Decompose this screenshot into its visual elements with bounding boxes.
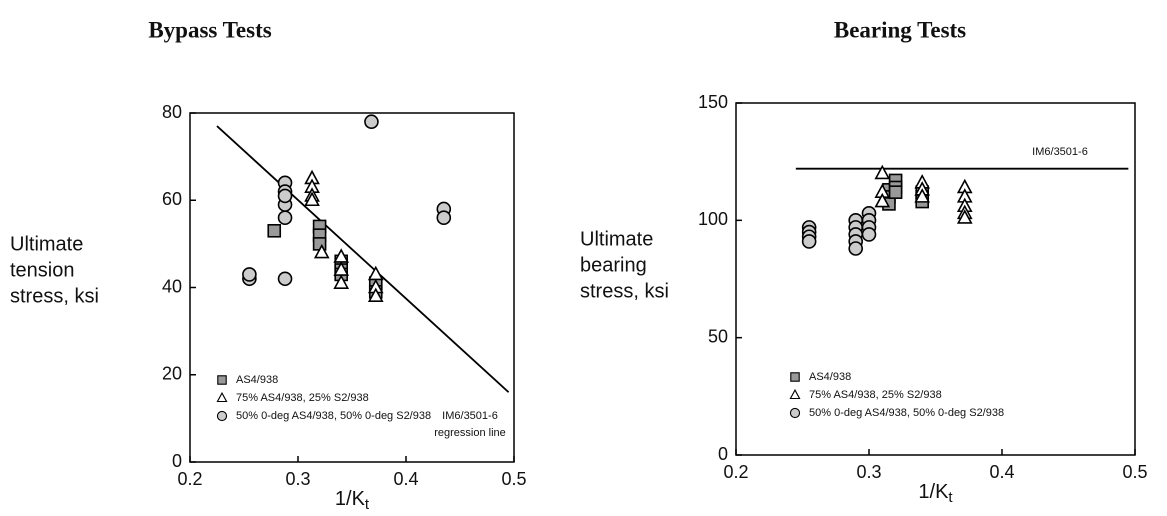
circle-marker bbox=[861, 227, 877, 242]
x-tick-label: 0.4 bbox=[393, 469, 418, 489]
legend-label: AS4/938 bbox=[236, 374, 278, 386]
x-axis-label-sub: t bbox=[948, 489, 953, 506]
square-marker bbox=[888, 185, 903, 199]
y-tick-label: 80 bbox=[162, 102, 182, 122]
y-axis-label: Ultimate bbox=[580, 228, 653, 250]
square-marker bbox=[790, 372, 800, 382]
circle-marker bbox=[364, 114, 379, 130]
annotation: IM6/3501-6 bbox=[442, 410, 498, 422]
legend-label: AS4/938 bbox=[809, 371, 851, 383]
triangle-marker bbox=[313, 243, 330, 259]
circle-marker bbox=[801, 234, 817, 249]
y-axis-label: stress, ksi bbox=[580, 280, 669, 302]
triangle-marker bbox=[367, 265, 384, 281]
legend-label: 75% AS4/938, 25% S2/938 bbox=[809, 389, 942, 401]
x-tick-label: 0.3 bbox=[856, 462, 881, 482]
plot-frame bbox=[735, 102, 1136, 456]
chart-title: Bearing Tests bbox=[834, 17, 966, 42]
legend-entry: 75% AS4/938, 25% S2/938 bbox=[789, 388, 942, 401]
legend-entry: AS4/938 bbox=[790, 371, 851, 383]
circle-marker bbox=[436, 210, 452, 225]
x-axis-label-main: 1/K bbox=[918, 481, 949, 503]
y-tick-label: 60 bbox=[162, 189, 182, 209]
y-tick-label: 40 bbox=[162, 276, 182, 296]
y-tick-label: 150 bbox=[698, 92, 728, 112]
y-tick-label: 0 bbox=[172, 451, 182, 471]
triangle-marker bbox=[216, 391, 228, 403]
x-axis-label: 1/Kt bbox=[918, 481, 953, 506]
x-tick-label: 0.3 bbox=[285, 469, 310, 489]
circle-marker bbox=[848, 241, 864, 256]
circle-marker bbox=[277, 271, 293, 287]
circle-marker bbox=[789, 407, 801, 419]
triangle-marker bbox=[304, 191, 320, 207]
triangle-marker bbox=[874, 192, 891, 208]
legend-entry: 75% AS4/938, 25% S2/938 bbox=[216, 391, 369, 404]
annotation: regression line bbox=[434, 427, 506, 439]
x-tick-label: 0.2 bbox=[177, 469, 202, 489]
x-tick-label: 0.4 bbox=[989, 462, 1014, 482]
y-axis-label: bearing bbox=[580, 254, 647, 276]
x-tick-label: 0.5 bbox=[1122, 462, 1147, 482]
annotation: IM6/3501-6 bbox=[1032, 146, 1088, 158]
square-marker bbox=[217, 375, 227, 385]
y-tick-label: 20 bbox=[162, 364, 182, 384]
triangle-marker bbox=[914, 188, 931, 203]
square-marker bbox=[267, 223, 282, 238]
circle-marker bbox=[242, 267, 257, 282]
y-axis-label: tension bbox=[10, 259, 75, 281]
x-axis-label-main: 1/K bbox=[335, 488, 366, 510]
legend-entry: AS4/938 bbox=[217, 374, 278, 386]
x-axis-label-sub: t bbox=[365, 496, 370, 513]
triangle-marker bbox=[874, 164, 891, 180]
y-axis-label: Ultimate bbox=[10, 233, 83, 255]
triangle-marker bbox=[956, 209, 973, 224]
x-tick-label: 0.2 bbox=[723, 462, 748, 482]
triangle-marker bbox=[789, 388, 801, 400]
y-tick-label: 50 bbox=[708, 326, 728, 346]
chart-title: Bypass Tests bbox=[148, 17, 271, 42]
legend-label: 75% AS4/938, 25% S2/938 bbox=[236, 392, 369, 404]
x-tick-label: 0.5 bbox=[501, 469, 526, 489]
y-axis-label: stress, ksi bbox=[10, 285, 99, 307]
triangle-marker bbox=[367, 287, 384, 303]
legend-entry: 50% 0-deg AS4/938, 50% 0-deg S2/938 bbox=[789, 407, 1004, 419]
plot: Bypass Tests 0.2 0.3 0.4 0.5 0 20 40 60 80 1/Kt Ult… bbox=[10, 17, 527, 513]
y-tick-label: 100 bbox=[698, 209, 728, 229]
circle-marker bbox=[277, 210, 293, 225]
circle-marker bbox=[216, 410, 228, 422]
y-tick-label: 0 bbox=[718, 444, 728, 464]
circle-marker bbox=[277, 188, 293, 204]
x-axis-label: 1/Kt bbox=[335, 488, 370, 513]
plot: Bearing Tests 0.2 0.3 0.4 0.5 0 50 100 150 1/Kt Ul… bbox=[580, 17, 1148, 506]
triangle-marker bbox=[333, 274, 350, 289]
legend-label: 50% 0-deg AS4/938, 50% 0-deg S2/938 bbox=[236, 410, 431, 422]
reference-line bbox=[216, 125, 510, 393]
legend-entry: 50% 0-deg AS4/938, 50% 0-deg S2/938 bbox=[216, 410, 431, 422]
legend-label: 50% 0-deg AS4/938, 50% 0-deg S2/938 bbox=[809, 407, 1004, 419]
